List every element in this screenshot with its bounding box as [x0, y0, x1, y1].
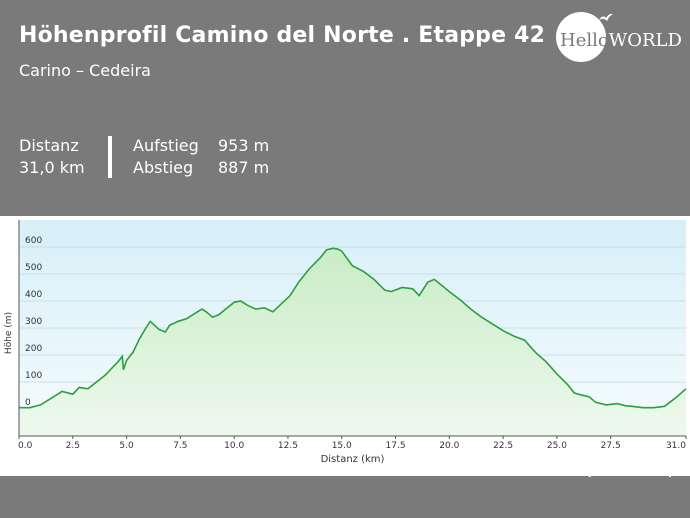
x-tick-label: 5.0	[119, 441, 134, 451]
header-panel: Höhenprofil Camino del Norte . Etappe 42…	[0, 0, 690, 216]
y-tick-label: 0	[25, 398, 31, 408]
y-tick-label: 300	[25, 317, 42, 327]
descent-label: Abstieg	[133, 158, 194, 177]
distance-value: 31,0 km	[19, 158, 85, 177]
logo: HelloWORLD	[560, 30, 682, 51]
x-tick-label: 20.0	[439, 441, 459, 451]
x-tick-label: 15.0	[332, 441, 352, 451]
x-tick-label: 12.5	[278, 441, 298, 451]
elevation-line	[19, 247, 687, 409]
x-tick-label: 25.0	[547, 441, 567, 451]
page-subtitle: Carino – Cedeira	[19, 61, 151, 80]
logo-world: WORLD	[608, 30, 682, 51]
chart-area: 0 100 200 300 400 500 600 0.0 2.5 5.0 7.5 10.0 12.5 1…	[0, 216, 690, 476]
x-tick-label: 22.5	[493, 441, 513, 451]
x-tick-label: 2.5	[66, 441, 80, 451]
y-tick-label: 400	[25, 290, 42, 300]
axis-layer: 0 100 200 300 400 500 600 0.0 2.5 5.0 7.5 10.0 12.5 1…	[18, 220, 687, 451]
y-axis-label: Höhe (m)	[4, 312, 14, 354]
y-tick-label: 500	[25, 263, 42, 273]
stats-divider	[108, 136, 112, 178]
elevation-area	[19, 248, 686, 436]
page-title: Höhenprofil Camino del Norte . Etappe 42	[19, 23, 546, 48]
descent-value: 887 m	[218, 158, 270, 177]
ascent-value: 953 m	[218, 136, 270, 155]
y-tick-label: 100	[25, 371, 42, 381]
logo-circle	[556, 12, 606, 62]
ascent-label: Aufstieg	[133, 136, 199, 155]
x-tick-label: 27.5	[601, 441, 621, 451]
data-source: Daten © OpenStreetMap	[522, 465, 676, 478]
logo-hello: Hello	[560, 30, 609, 51]
distance-label: Distanz	[19, 136, 79, 155]
x-tick-label: 7.5	[173, 441, 187, 451]
x-tick-label: 31.0	[666, 441, 686, 451]
elevation-chart: 0 100 200 300 400 500 600 0.0 2.5 5.0 7.5 10.0 12.5 1…	[4, 220, 687, 465]
y-tick-label: 200	[25, 344, 42, 354]
bird-icon	[599, 13, 613, 21]
x-tick-label: 17.5	[386, 441, 406, 451]
footer	[0, 476, 690, 518]
x-tick-label: 10.0	[224, 441, 244, 451]
x-tick-label: 0.0	[18, 441, 33, 451]
y-tick-label: 600	[25, 236, 42, 246]
x-axis-label: Distanz (km)	[321, 454, 385, 465]
